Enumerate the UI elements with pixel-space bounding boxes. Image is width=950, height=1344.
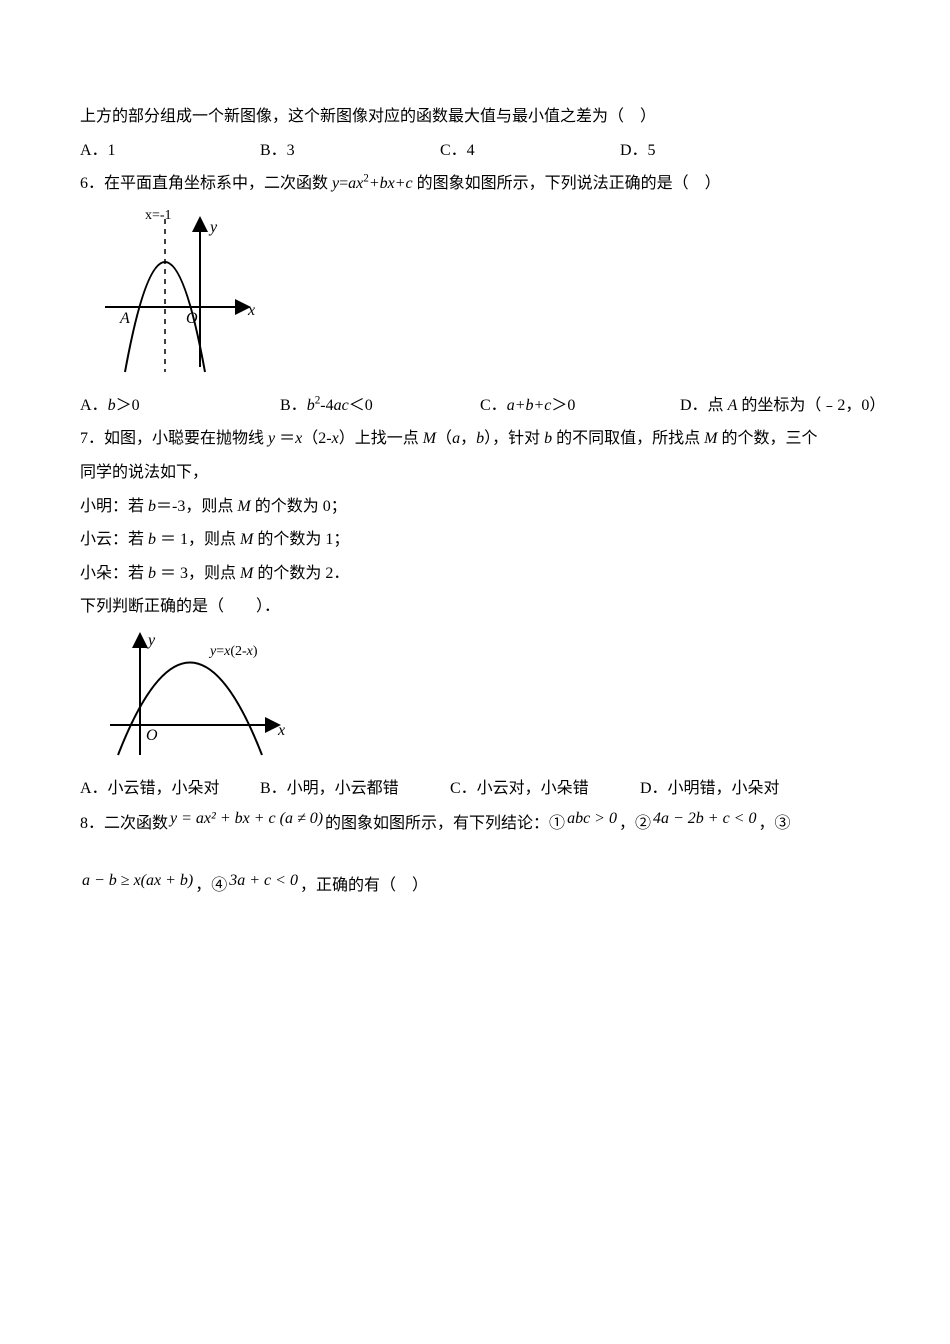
q6-opt-c-post: ＞0: [551, 397, 575, 414]
q6-opt-b-b: b: [307, 397, 315, 414]
q7-xd-post: 的个数为 2．: [253, 565, 349, 582]
q7-xm-post: 的个数为 0；: [251, 498, 347, 515]
q6-option-b: B．b2-4ac＜0: [280, 389, 480, 423]
q7-xy-b: b: [148, 531, 156, 548]
q7-xd-mid: ＝ 3，则点: [156, 565, 240, 582]
q6-opt-a-post: ＞0: [116, 397, 140, 414]
q7-m: M: [423, 430, 436, 447]
q6-option-d: D．点 A 的坐标为（﹣2，0）: [680, 389, 885, 423]
q7-xd-m: M: [240, 565, 253, 582]
q7-xy-pre: 小云：若: [80, 531, 148, 548]
q7-b: b: [476, 430, 484, 447]
q8-mid3: ，③: [758, 815, 790, 832]
q7-xy-m: M: [240, 531, 253, 548]
q8-c3: a − b ≥ x(ax + b): [80, 872, 195, 889]
q7-option-b: B．小明，小云都错: [260, 772, 450, 806]
q7-xm-pre: 小明：若: [80, 498, 148, 515]
q6-option-a: A．b＞0: [80, 389, 280, 423]
q7-y: y: [268, 430, 279, 447]
q7-xiaoyun: 小云：若 b ＝ 1，则点 M 的个数为 1；: [80, 523, 870, 557]
q7-o-label: O: [146, 727, 158, 744]
q7-curve-label: y=x(2-x): [208, 644, 258, 659]
q7-svg: y x O y=x(2-x): [100, 630, 300, 760]
q7-judge: 下列判断正确的是（ ）．: [80, 590, 870, 624]
q6-option-c: C．a+b+c＞0: [480, 389, 680, 423]
q6-point-a: A: [119, 310, 130, 327]
q7-xiaoduo: 小朵：若 b ＝ 3，则点 M 的个数为 2．: [80, 557, 870, 591]
q6-opt-d-a: A: [728, 397, 738, 414]
q7-xy-mid: ＝ 1，则点: [156, 531, 240, 548]
q7-xd-pre: 小朵：若: [80, 565, 148, 582]
q8-func: y = ax² + bx + c (a ≠ 0): [168, 810, 325, 827]
q7-x2: x: [332, 430, 339, 447]
q7-x-label: x: [277, 722, 285, 739]
q6-opt-b-pre: B．: [280, 397, 307, 414]
q6-eq: =: [339, 175, 348, 192]
q6-opt-b-post: ＜0: [349, 397, 373, 414]
q7-post2: 的个数，三个: [717, 430, 817, 447]
q6-opt-b-mid: -4: [320, 397, 333, 414]
q7-xd-b: b: [148, 565, 156, 582]
q6-svg: x=-1 y x A O: [100, 207, 270, 377]
q8-mid2: ，②: [619, 815, 651, 832]
q6-opt-b-ac: ac: [334, 397, 349, 414]
q7-stem-line2: 同学的说法如下，: [80, 456, 870, 490]
q7-xy-post: 的个数为 1；: [253, 531, 349, 548]
q7-b2: b: [544, 430, 552, 447]
q7-ab-pre: （: [436, 430, 452, 447]
q6-axis-label: x=-1: [145, 208, 172, 223]
q7-paren-pre: （2-: [302, 430, 331, 447]
q6-opt-a-pre: A．: [80, 397, 108, 414]
q7-paren-post: ）上找一点: [339, 430, 423, 447]
q7-option-c: C．小云对，小朵错: [450, 772, 640, 806]
q5-option-a: A．1: [80, 134, 260, 168]
q6-opt-d-post: 的坐标为（﹣2，0）: [737, 397, 885, 414]
q7-xm-mid: ＝-3，则点: [156, 498, 237, 515]
q7-option-a: A．小云错，小朵对: [80, 772, 260, 806]
q6-body: +bx+c: [369, 175, 413, 192]
q6-point-o: O: [186, 310, 198, 327]
q7-comma: ，: [460, 430, 476, 447]
q7-y-label: y: [146, 632, 156, 649]
q7-figure: y x O y=x(2-x): [100, 630, 870, 760]
q8-line2: a − b ≥ x(ax + b)，④3a + c < 0，正确的有（ ）: [80, 869, 870, 903]
q6-opt-c-pre: C．: [480, 397, 507, 414]
q8-mid4: ，④: [195, 877, 227, 894]
q5-option-d: D．5: [620, 134, 656, 168]
q6-x-label: x: [247, 302, 255, 319]
q8-c1: abc > 0: [565, 810, 619, 827]
q7-pre: 7．如图，小聪要在抛物线: [80, 430, 268, 447]
q6-stem-pre: 6．在平面直角坐标系中，二次函数: [80, 175, 332, 192]
q7-xm-m: M: [237, 498, 250, 515]
q7-eq: ＝: [279, 430, 295, 447]
q5-option-b: B．3: [260, 134, 440, 168]
q8-post: ，正确的有（ ）: [300, 877, 428, 894]
q8-line1: 8．二次函数y = ax² + bx + c (a ≠ 0)的图象如图所示，有下…: [80, 806, 870, 841]
q7-option-d: D．小明错，小朵对: [640, 772, 780, 806]
q6-ax: ax: [348, 175, 363, 192]
q6-figure: x=-1 y x A O: [100, 207, 870, 377]
q5-option-c: C．4: [440, 134, 620, 168]
q7-ab-post: ），针对: [484, 430, 544, 447]
q8-c4: 3a + c < 0: [227, 872, 300, 889]
q7-xiaoming: 小明：若 b＝-3，则点 M 的个数为 0；: [80, 490, 870, 524]
q7-options: A．小云错，小朵对 B．小明，小云都错 C．小云对，小朵错 D．小明错，小朵对: [80, 772, 870, 806]
q5-options: A．1 B．3 C．4 D．5: [80, 134, 870, 168]
q7-stem-line1: 7．如图，小聪要在抛物线 y ＝x（2-x）上找一点 M（a，b），针对 b 的…: [80, 422, 870, 456]
q6-opt-c-abc: a+b+c: [507, 397, 552, 414]
q6-stem-post: 的图象如图所示，下列说法正确的是（ ）: [413, 175, 721, 192]
q7-post1: 的不同取值，所找点: [552, 430, 704, 447]
q5-tail: 上方的部分组成一个新图像，这个新图像对应的函数最大值与最小值之差为（ ）: [80, 100, 870, 134]
q7-m2: M: [704, 430, 717, 447]
q6-opt-d-pre: D．点: [680, 397, 728, 414]
q8-c2: 4a − 2b + c < 0: [651, 810, 759, 827]
q6-options: A．b＞0 B．b2-4ac＜0 C．a+b+c＞0 D．点 A 的坐标为（﹣2…: [80, 389, 870, 423]
q7-a: a: [452, 430, 460, 447]
q7-xm-b: b: [148, 498, 156, 515]
q6-opt-a-b: b: [108, 397, 116, 414]
q8-pre: 8．二次函数: [80, 815, 168, 832]
q8-mid1: 的图象如图所示，有下列结论：①: [325, 815, 565, 832]
q6-stem: 6．在平面直角坐标系中，二次函数 y=ax2+bx+c 的图象如图所示，下列说法…: [80, 167, 870, 201]
q6-y-label: y: [208, 219, 218, 236]
